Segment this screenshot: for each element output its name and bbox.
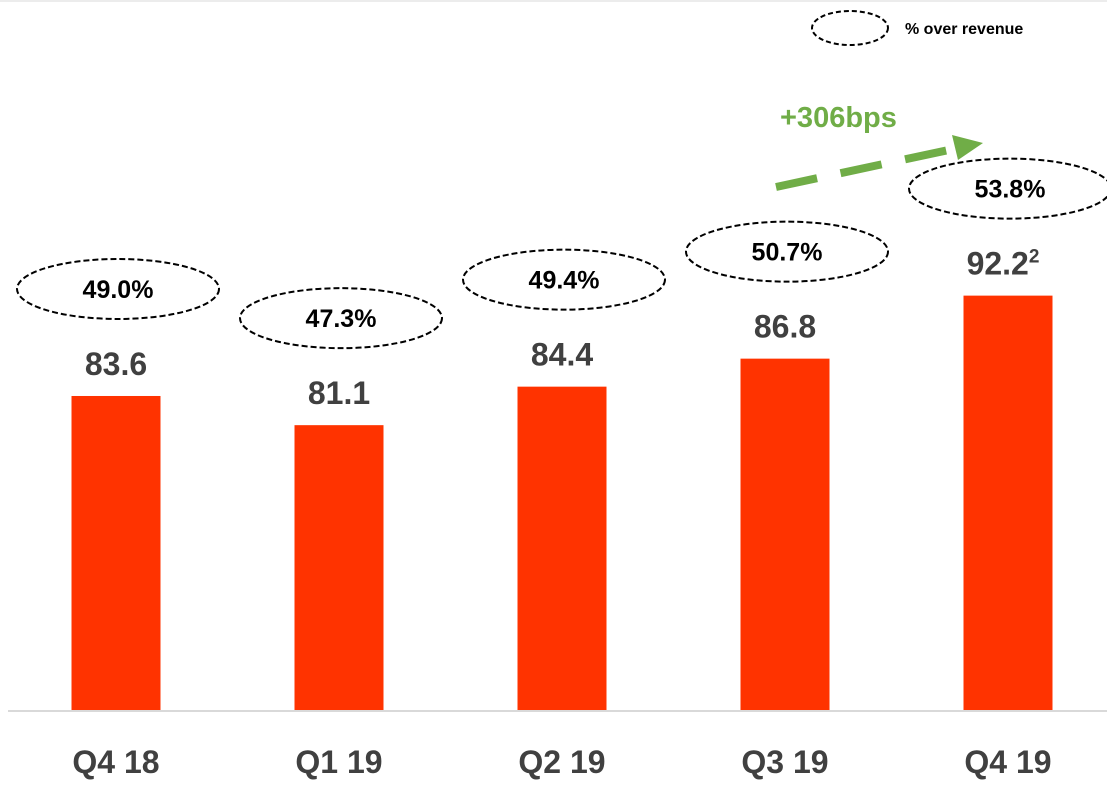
percent-ellipse (685, 220, 889, 283)
value-label: 86.8 (754, 309, 816, 345)
bar (740, 358, 830, 710)
trend-arrow-line (775, 144, 959, 191)
percent-ellipse (16, 257, 220, 320)
category-label: Q4 18 (72, 744, 159, 780)
category-label: Q3 19 (741, 744, 828, 780)
percent-ellipse (462, 248, 666, 311)
bar (517, 386, 607, 710)
category-label: Q4 19 (964, 744, 1051, 780)
percent-ellipse (239, 287, 443, 350)
value-superscript: 2 (1029, 247, 1040, 268)
value-label: 81.1 (308, 375, 370, 411)
bar (963, 295, 1053, 710)
percent-label: 47.3% (306, 305, 377, 333)
category-label: Q1 19 (295, 744, 382, 780)
percent-label: 53.8% (975, 176, 1046, 204)
trend-arrowhead-icon (952, 135, 983, 160)
percent-ellipse (908, 157, 1107, 220)
bars-layer: 83.6 49.0% Q4 18 81.1 47.3% Q1 19 84.4 49.4% Q2 … (16, 157, 1107, 780)
value-label: 92.22 (967, 246, 1040, 282)
bar (294, 425, 384, 710)
category-label: Q2 19 (518, 744, 605, 780)
value-label: 84.4 (531, 337, 593, 373)
legend-dashed-ellipse-icon (811, 10, 889, 46)
percent-label: 49.0% (83, 276, 154, 304)
legend: % over revenue (811, 10, 1023, 46)
legend-label: % over revenue (905, 21, 1023, 38)
bar (71, 395, 161, 710)
percent-label: 50.7% (752, 239, 823, 267)
trend-annotation: +306bps (775, 102, 983, 191)
percent-label: 49.4% (529, 267, 600, 295)
value-label: 83.6 (85, 346, 147, 382)
trend-label: +306bps (780, 102, 897, 134)
